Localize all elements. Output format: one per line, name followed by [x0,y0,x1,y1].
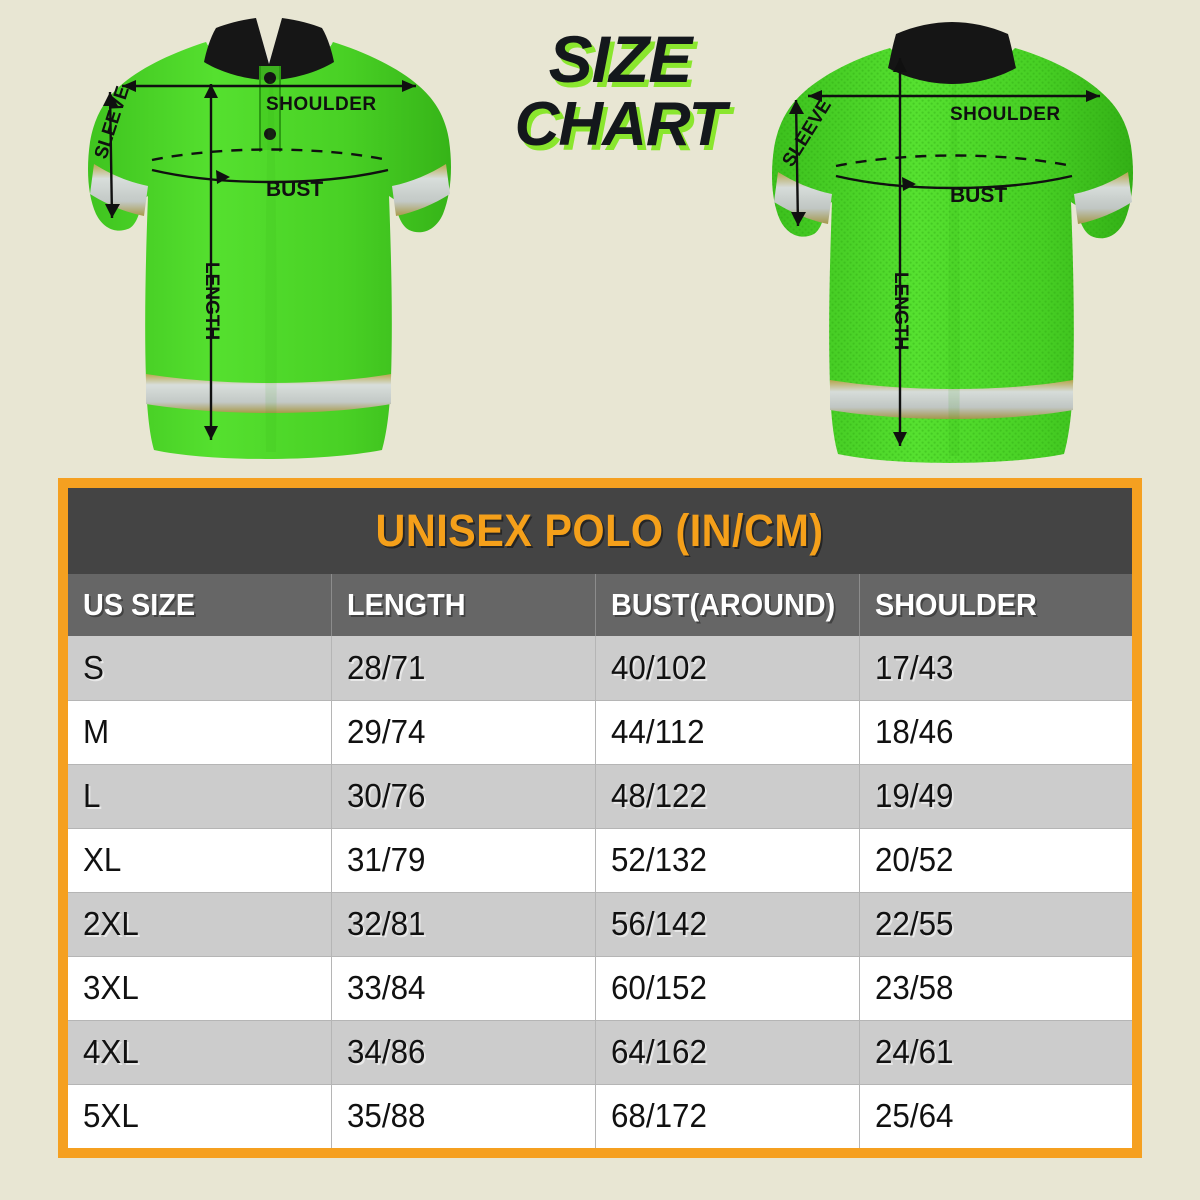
table-row: 3XL 33/84 60/152 23/58 [68,956,1132,1021]
cell-us-size: 4XL [68,1020,333,1085]
size-table: UNISEX POLO (IN/CM) US SIZE LENGTH BUST(… [68,488,1132,1148]
cell-bust: 60/152 [595,956,861,1021]
cell-length: 28/71 [331,636,597,701]
table-row: S 28/71 40/102 17/43 [68,636,1132,701]
back-label-length: LENGTH [890,272,911,350]
front-collar [204,18,334,80]
cell-length: 34/86 [331,1020,597,1085]
cell-length: 31/79 [331,828,597,893]
cell-us-size: 2XL [68,892,333,957]
wordmark-line-chart: CHART [514,90,727,160]
front-shirt-body [88,42,451,459]
column-header-length: LENGTH [331,574,597,636]
cell-shoulder: 17/43 [859,636,1132,701]
cell-shoulder: 19/49 [859,764,1132,829]
reflective-band-hem [146,374,391,413]
cell-shoulder: 22/55 [859,892,1132,957]
cell-length: 32/81 [331,892,597,957]
column-header-us-size: US SIZE [68,574,333,636]
back-shirt-illustration: SHOULDER BUST SLEEVE LENGTH [750,0,1150,470]
cell-us-size: L [68,764,333,829]
reflective-band-right-sleeve-back [1074,172,1132,224]
cell-shoulder: 18/46 [859,700,1132,765]
cell-bust: 68/172 [595,1084,861,1148]
column-header-shoulder: SHOULDER [859,574,1132,636]
table-row: L 30/76 48/122 19/49 [68,764,1132,829]
cell-length: 33/84 [331,956,597,1021]
table-title: UNISEX POLO (IN/CM) [375,505,825,556]
back-collar [888,22,1016,84]
cell-shoulder: 23/58 [859,956,1132,1021]
size-chart-wordmark: SIZE CHART [470,22,770,208]
button-top [264,72,276,84]
cell-us-size: 5XL [68,1084,333,1148]
cell-length: 29/74 [331,700,597,765]
size-table-frame: UNISEX POLO (IN/CM) US SIZE LENGTH BUST(… [58,478,1142,1158]
front-label-shoulder: SHOULDER [266,94,377,115]
cell-us-size: M [68,700,333,765]
cell-bust: 40/102 [595,636,861,701]
reflective-band-right-sleeve [392,164,450,216]
table-row: XL 31/79 52/132 20/52 [68,828,1132,893]
back-measurement-lines [789,58,1100,446]
front-measurement-lines [103,80,416,440]
cell-bust: 52/132 [595,828,861,893]
back-label-bust: BUST [950,184,1007,207]
cell-shoulder: 20/52 [859,828,1132,893]
cell-length: 30/76 [331,764,597,829]
reflective-band-hem-back [830,380,1073,419]
cell-shoulder: 24/61 [859,1020,1132,1085]
hero-illustration-area: SHOULDER BUST SLEEVE LENGTH SIZE CHART [0,0,1200,470]
column-header-bust: BUST(AROUND) [595,574,861,636]
table-row: M 29/74 44/112 18/46 [68,700,1132,765]
table-row: 5XL 35/88 68/172 25/64 [68,1084,1132,1148]
cell-us-size: XL [68,828,333,893]
front-shirt-illustration: SHOULDER BUST SLEEVE LENGTH [70,0,470,470]
table-body: S 28/71 40/102 17/43 M 29/74 44/112 18/4… [68,636,1132,1148]
cell-shoulder: 25/64 [859,1084,1132,1148]
back-label-shoulder: SHOULDER [950,104,1061,125]
table-row: 4XL 34/86 64/162 24/61 [68,1020,1132,1085]
cell-us-size: 3XL [68,956,333,1021]
cell-bust: 64/162 [595,1020,861,1085]
back-shirt-body [772,48,1133,463]
table-header-row: US SIZE LENGTH BUST(AROUND) SHOULDER [68,574,1132,636]
reflective-band-left-sleeve [90,164,148,216]
table-row: 2XL 32/81 56/142 22/55 [68,892,1132,957]
front-label-length: LENGTH [201,262,222,340]
table-title-row: UNISEX POLO (IN/CM) [68,488,1132,574]
front-label-bust: BUST [266,178,323,201]
cell-us-size: S [68,636,333,701]
button-bottom [264,128,276,140]
wordmark-line-size: SIZE [548,22,693,96]
cell-bust: 48/122 [595,764,861,829]
reflective-band-left-sleeve-back [774,172,832,224]
cell-bust: 56/142 [595,892,861,957]
cell-bust: 44/112 [595,700,861,765]
cell-length: 35/88 [331,1084,597,1148]
